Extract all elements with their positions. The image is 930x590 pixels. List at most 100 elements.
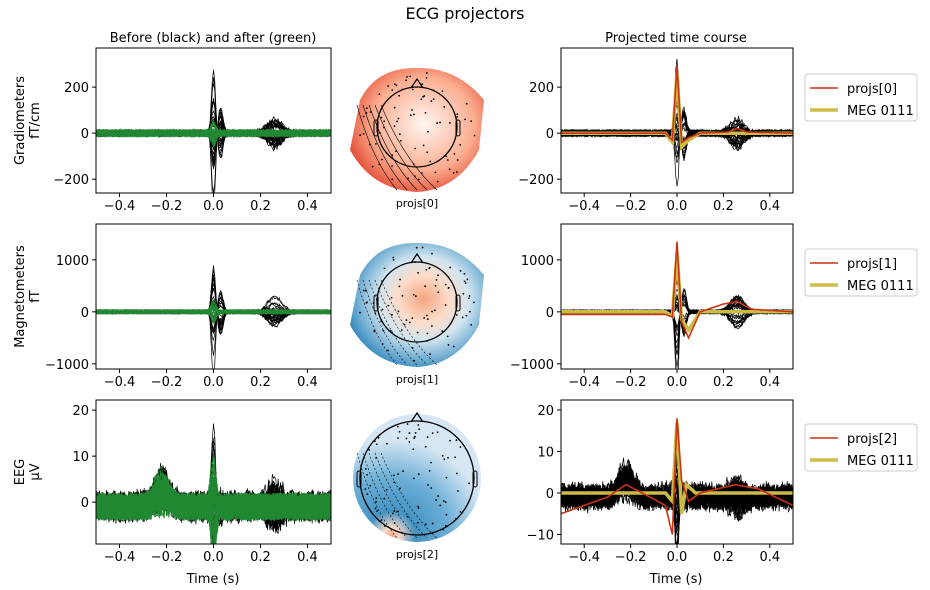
y-tick-label: 200 [64, 81, 89, 96]
sensor-dot [444, 524, 447, 527]
sensor-dot [409, 75, 412, 78]
contour-line [380, 279, 438, 366]
topomap-label: projs[2] [396, 548, 438, 561]
y-tick-label: 0 [546, 487, 554, 502]
contour-line [362, 279, 408, 366]
x-tick-label: −0.2 [151, 375, 183, 390]
sensor-dot [426, 436, 429, 439]
sensor-dot [390, 296, 393, 299]
y-tick-label: 1000 [521, 254, 554, 269]
sensor-dot [381, 308, 384, 311]
sensor-dot [436, 431, 439, 434]
sensor-dot [405, 437, 408, 440]
sensor-dot [439, 121, 441, 124]
sensor-dot [397, 117, 400, 120]
x-tick-label: −0.2 [151, 199, 183, 214]
sensor-dot [444, 283, 447, 286]
figure-title: ECG projectors [406, 4, 525, 23]
x-tick-label: −0.2 [615, 550, 647, 565]
sensor-dot [399, 139, 402, 142]
sensor-dot [366, 493, 369, 496]
sensor-dot [470, 324, 473, 326]
sensor-dot [426, 318, 429, 321]
sensor-dot [447, 343, 450, 346]
sensor-dot [377, 437, 380, 439]
sensor-dot [431, 432, 434, 435]
topomap-field [350, 67, 484, 192]
sensor-dot [378, 132, 381, 134]
legend-label: projs[0] [847, 82, 897, 97]
sensor-dot [428, 267, 431, 270]
sensor-dot [459, 446, 462, 448]
sensor-dot [373, 330, 376, 333]
legend-label: MEG 0111 [847, 454, 914, 469]
sensor-dot [366, 107, 368, 110]
head-outline [359, 420, 475, 536]
y-tick-label: −200 [518, 173, 554, 188]
sensor-dot [417, 505, 419, 508]
sensor-dot [435, 278, 438, 281]
sensor-dot [393, 125, 396, 128]
sensor-dot [413, 437, 416, 439]
y-axis-label: Gradiometers [13, 76, 28, 165]
sensor-dot [452, 172, 455, 174]
axes-gradiometers-projected: −0.4 −0.2 0.0 0.2 0.4 −200 0 200 projs[0] MEG 011… [518, 47, 918, 214]
y-tick-label: −10 [527, 528, 554, 543]
sensor-dot [392, 256, 395, 259]
sensor-dot [429, 353, 431, 356]
y-axis-label: µV [28, 463, 43, 480]
sensor-dot [391, 165, 393, 167]
sensor-dot [417, 271, 419, 274]
sensor-dot [386, 442, 388, 445]
sensor-dot [420, 98, 423, 101]
sensor-dot [422, 144, 425, 147]
sensor-dot [466, 278, 469, 281]
sensor-dot [397, 437, 399, 439]
sensor-dot [461, 316, 464, 319]
y-axis-label: EEG [13, 459, 28, 486]
x-tick-label: −0.4 [104, 550, 136, 565]
sensor-dot [428, 469, 431, 472]
sensor-dot [426, 151, 429, 154]
sensor-dot [445, 513, 448, 516]
topomap-label: projs[0] [396, 197, 438, 210]
sensor-dot [398, 285, 401, 288]
sensor-dot [393, 83, 396, 86]
sensor-dot [424, 445, 427, 448]
sensor-dot [409, 114, 412, 117]
sensor-dot [405, 319, 408, 322]
sensor-dot [383, 497, 386, 500]
sensor-dot [407, 177, 410, 180]
sensor-dot [433, 309, 436, 312]
nose [410, 77, 424, 89]
sensor-dot [473, 134, 476, 137]
x-tick-label: −0.4 [568, 550, 600, 565]
sensor-dot [420, 172, 423, 175]
legend: projs[2] MEG 0111 [804, 423, 918, 472]
sensor-dot [453, 152, 456, 155]
sensor-dot [430, 100, 433, 103]
legend: projs[1] MEG 0111 [804, 248, 918, 297]
sensor-dot [443, 458, 446, 461]
topomap-field [353, 414, 481, 542]
sensor-dot [362, 289, 365, 292]
sensor-dot [425, 77, 428, 79]
sensor-dot [378, 163, 381, 166]
x-tick-label: −0.4 [568, 375, 600, 390]
sensor-dot [431, 252, 433, 255]
left-ear [356, 470, 362, 488]
after-trace [96, 481, 331, 522]
before-trace [561, 304, 793, 328]
left-ear [373, 294, 379, 312]
sensor-dot [437, 495, 440, 497]
sensor-dot [448, 122, 451, 124]
y-tick-label: −1000 [45, 358, 89, 373]
sensor-dot [398, 430, 401, 433]
sensor-dot [437, 274, 439, 277]
sensor-dot [452, 345, 455, 348]
x-tick-label: 0.4 [759, 550, 780, 565]
sensor-dot [431, 310, 433, 313]
sensor-dot [426, 314, 428, 317]
contour-line [368, 279, 418, 366]
